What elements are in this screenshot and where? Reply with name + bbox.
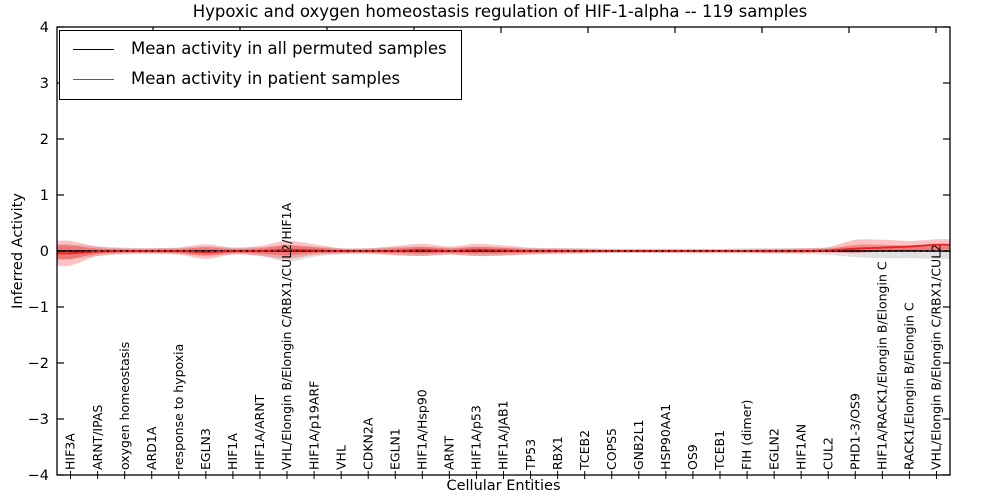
x-tick-label: oxygen homeostasis (117, 342, 132, 470)
patient-band-inner (57, 244, 950, 260)
patient-band-outer (57, 239, 950, 267)
patient-mean-line (56, 243, 951, 255)
x-tick-label: HIF1A (225, 433, 240, 470)
legend-label-patient: Mean activity in patient samples (131, 69, 401, 89)
y-tick-label: −3 (28, 412, 49, 428)
x-tick-label: ARD1A (144, 426, 159, 470)
x-tick-label: HIF1A/JAB1 (496, 400, 511, 470)
x-tick-label: HSP90AA1 (658, 404, 673, 470)
x-tick-label: VHL/Elongin B/Elongin C/RBX1/CUL2/HIF1A (279, 202, 294, 470)
x-tick-label: TCEB2 (577, 430, 592, 471)
x-axis-label: Cellular Entities (446, 478, 561, 494)
x-tick-label: EGLN3 (198, 428, 213, 470)
x-tick-label: ARNT/IPAS (90, 405, 105, 470)
x-tick-label: TP53 (523, 439, 538, 471)
y-tick-label: −4 (28, 468, 49, 484)
plot-frame (56, 26, 951, 476)
x-tick-label: TCEB1 (712, 430, 727, 471)
x-tick-label: HIF1A/RACK1/Elongin B/Elongin C (875, 261, 890, 470)
x-tick-label: HIF1A/ARNT (252, 394, 267, 470)
x-tick-label: RACK1/Elongin B/Elongin C (902, 302, 917, 470)
x-tick-label: HIF1A/p53 (469, 405, 484, 470)
x-tick-label: PHD1-3/OS9 (847, 393, 862, 470)
y-tick-label: 3 (40, 76, 49, 92)
legend-item-patient: Mean activity in patient samples (73, 66, 447, 93)
x-tick-label: GNB2L1 (631, 420, 646, 470)
x-tick-label: RBX1 (550, 436, 565, 470)
y-tick-label: 4 (40, 20, 49, 36)
x-tick-label: OS9 (685, 444, 700, 470)
x-tick-label: COPS5 (604, 428, 619, 470)
chart-title: Hypoxic and oxygen homeostasis regulatio… (192, 2, 808, 21)
permuted-band (57, 244, 950, 262)
black-line-sample-icon (73, 49, 114, 50)
x-tick-label: HIF3A (63, 433, 78, 470)
x-tick-label: EGLN1 (387, 428, 402, 470)
legend-item-permuted: Mean activity in all permuted samples (73, 36, 447, 63)
y-tick-label: −2 (28, 356, 49, 372)
y-tick-label: 0 (40, 244, 49, 260)
y-tick-label: 1 (40, 188, 49, 204)
red-line-sample-icon (73, 79, 114, 80)
x-tick-label: HIF1A/Hsp90 (415, 389, 430, 470)
x-tick-label: VHL (333, 445, 348, 470)
x-tick-label: ARNT (442, 435, 457, 470)
y-tick-label: −1 (28, 300, 49, 316)
x-tick-label: HIF1A/p19ARF (306, 381, 321, 470)
y-tick-label: 2 (40, 132, 49, 148)
legend: Mean activity in all permuted samples Me… (59, 30, 462, 100)
x-tick-label: VHL/Elongin B/Elongin C/RBX1/CUL2 (929, 244, 944, 470)
x-tick-label: EGLN2 (766, 428, 781, 470)
x-tick-label: CUL2 (820, 437, 835, 470)
x-tick-label: response to hypoxia (171, 344, 186, 470)
x-tick-label: HIF1AN (793, 424, 808, 470)
x-tick-label: CDKN2A (360, 417, 375, 470)
legend-label-permuted: Mean activity in all permuted samples (131, 39, 447, 59)
x-tick-label: FIH (dimer) (739, 400, 754, 470)
